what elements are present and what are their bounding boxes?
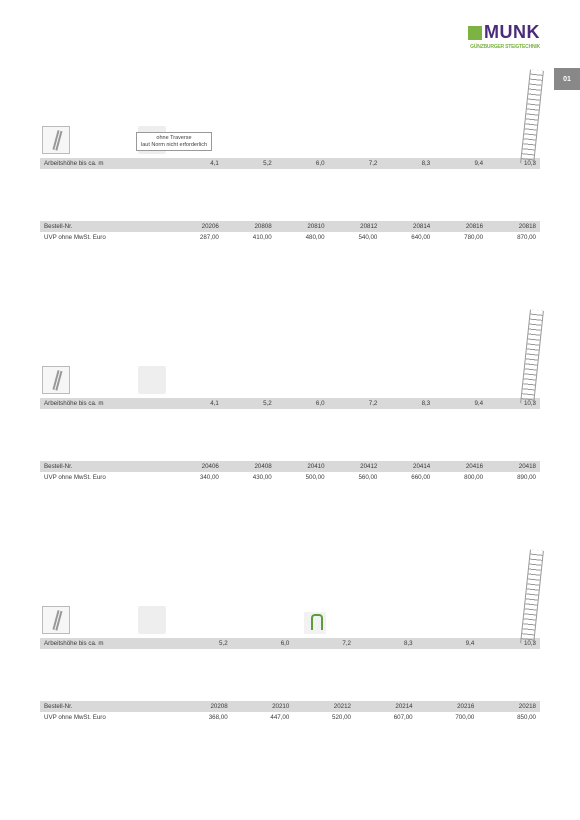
ladder-illustration-icon bbox=[520, 310, 544, 404]
row-label: Bestell-Nr. bbox=[40, 701, 170, 712]
brand-tagline: GÜNZBURGER STEIGTECHNIK bbox=[468, 44, 540, 50]
icon-row bbox=[42, 316, 540, 394]
brand-name-text: MUNK bbox=[484, 22, 540, 43]
table-row: Arbeitshöhe bis ca. m 4,1 5,2 6,0 7,2 8,… bbox=[40, 398, 540, 409]
icon-row bbox=[42, 556, 540, 634]
table-row: Bestell-Nr. 20206 20808 20810 20812 2081… bbox=[40, 221, 540, 232]
note-line2: laut Norm nicht erforderlich bbox=[141, 142, 207, 149]
row-label: Arbeitshöhe bis ca. m bbox=[40, 638, 170, 649]
table-row: UVP ohne MwSt. Euro 368,00 447,00 520,00… bbox=[40, 712, 540, 723]
ladder-illustration-icon bbox=[520, 70, 544, 164]
spec-table-1: Arbeitshöhe bis ca. m 4,1 5,2 6,0 7,2 8,… bbox=[40, 158, 540, 243]
product-section-1: ohne Traverse laut Norm nicht erforderli… bbox=[40, 76, 540, 243]
row-label: UVP ohne MwSt. Euro bbox=[40, 232, 170, 243]
row-label: Bestell-Nr. bbox=[40, 221, 170, 232]
table-row: Bestell-Nr. 20406 20408 20410 20412 2041… bbox=[40, 461, 540, 472]
page-number-tab: 01 bbox=[554, 68, 580, 90]
product-thumb-icon bbox=[42, 126, 70, 154]
table-row: UVP ohne MwSt. Euro 287,00 410,00 480,00… bbox=[40, 232, 540, 243]
table-row: Bestell-Nr. 20208 20210 20212 20214 2021… bbox=[40, 701, 540, 712]
feature-icon bbox=[138, 366, 166, 394]
ladder-illustration-icon bbox=[520, 550, 544, 644]
brand-name: MUNK bbox=[468, 22, 540, 43]
row-label: Arbeitshöhe bis ca. m bbox=[40, 158, 170, 169]
traverse-note: ohne Traverse laut Norm nicht erforderli… bbox=[136, 132, 212, 151]
brand-logo: MUNK GÜNZBURGER STEIGTECHNIK bbox=[468, 22, 540, 50]
row-label: UVP ohne MwSt. Euro bbox=[40, 472, 170, 483]
table-row: UVP ohne MwSt. Euro 340,00 430,00 500,00… bbox=[40, 472, 540, 483]
row-label: Arbeitshöhe bis ca. m bbox=[40, 398, 170, 409]
table-row: Arbeitshöhe bis ca. m 5,2 6,0 7,2 8,3 9,… bbox=[40, 638, 540, 649]
feature-icon bbox=[138, 606, 166, 634]
safety-icon bbox=[304, 612, 326, 634]
spec-table-2: Arbeitshöhe bis ca. m 4,1 5,2 6,0 7,2 8,… bbox=[40, 398, 540, 483]
row-label: UVP ohne MwSt. Euro bbox=[40, 712, 170, 723]
product-section-3: Arbeitshöhe bis ca. m 5,2 6,0 7,2 8,3 9,… bbox=[40, 556, 540, 723]
logo-mark-icon bbox=[468, 26, 482, 40]
table-row: Arbeitshöhe bis ca. m 4,1 5,2 6,0 7,2 8,… bbox=[40, 158, 540, 169]
product-section-2: Arbeitshöhe bis ca. m 4,1 5,2 6,0 7,2 8,… bbox=[40, 316, 540, 483]
row-label: Bestell-Nr. bbox=[40, 461, 170, 472]
spec-table-3: Arbeitshöhe bis ca. m 5,2 6,0 7,2 8,3 9,… bbox=[40, 638, 540, 723]
note-line1: ohne Traverse bbox=[141, 135, 207, 142]
product-thumb-icon bbox=[42, 366, 70, 394]
product-thumb-icon bbox=[42, 606, 70, 634]
icon-row: ohne Traverse laut Norm nicht erforderli… bbox=[42, 76, 540, 154]
